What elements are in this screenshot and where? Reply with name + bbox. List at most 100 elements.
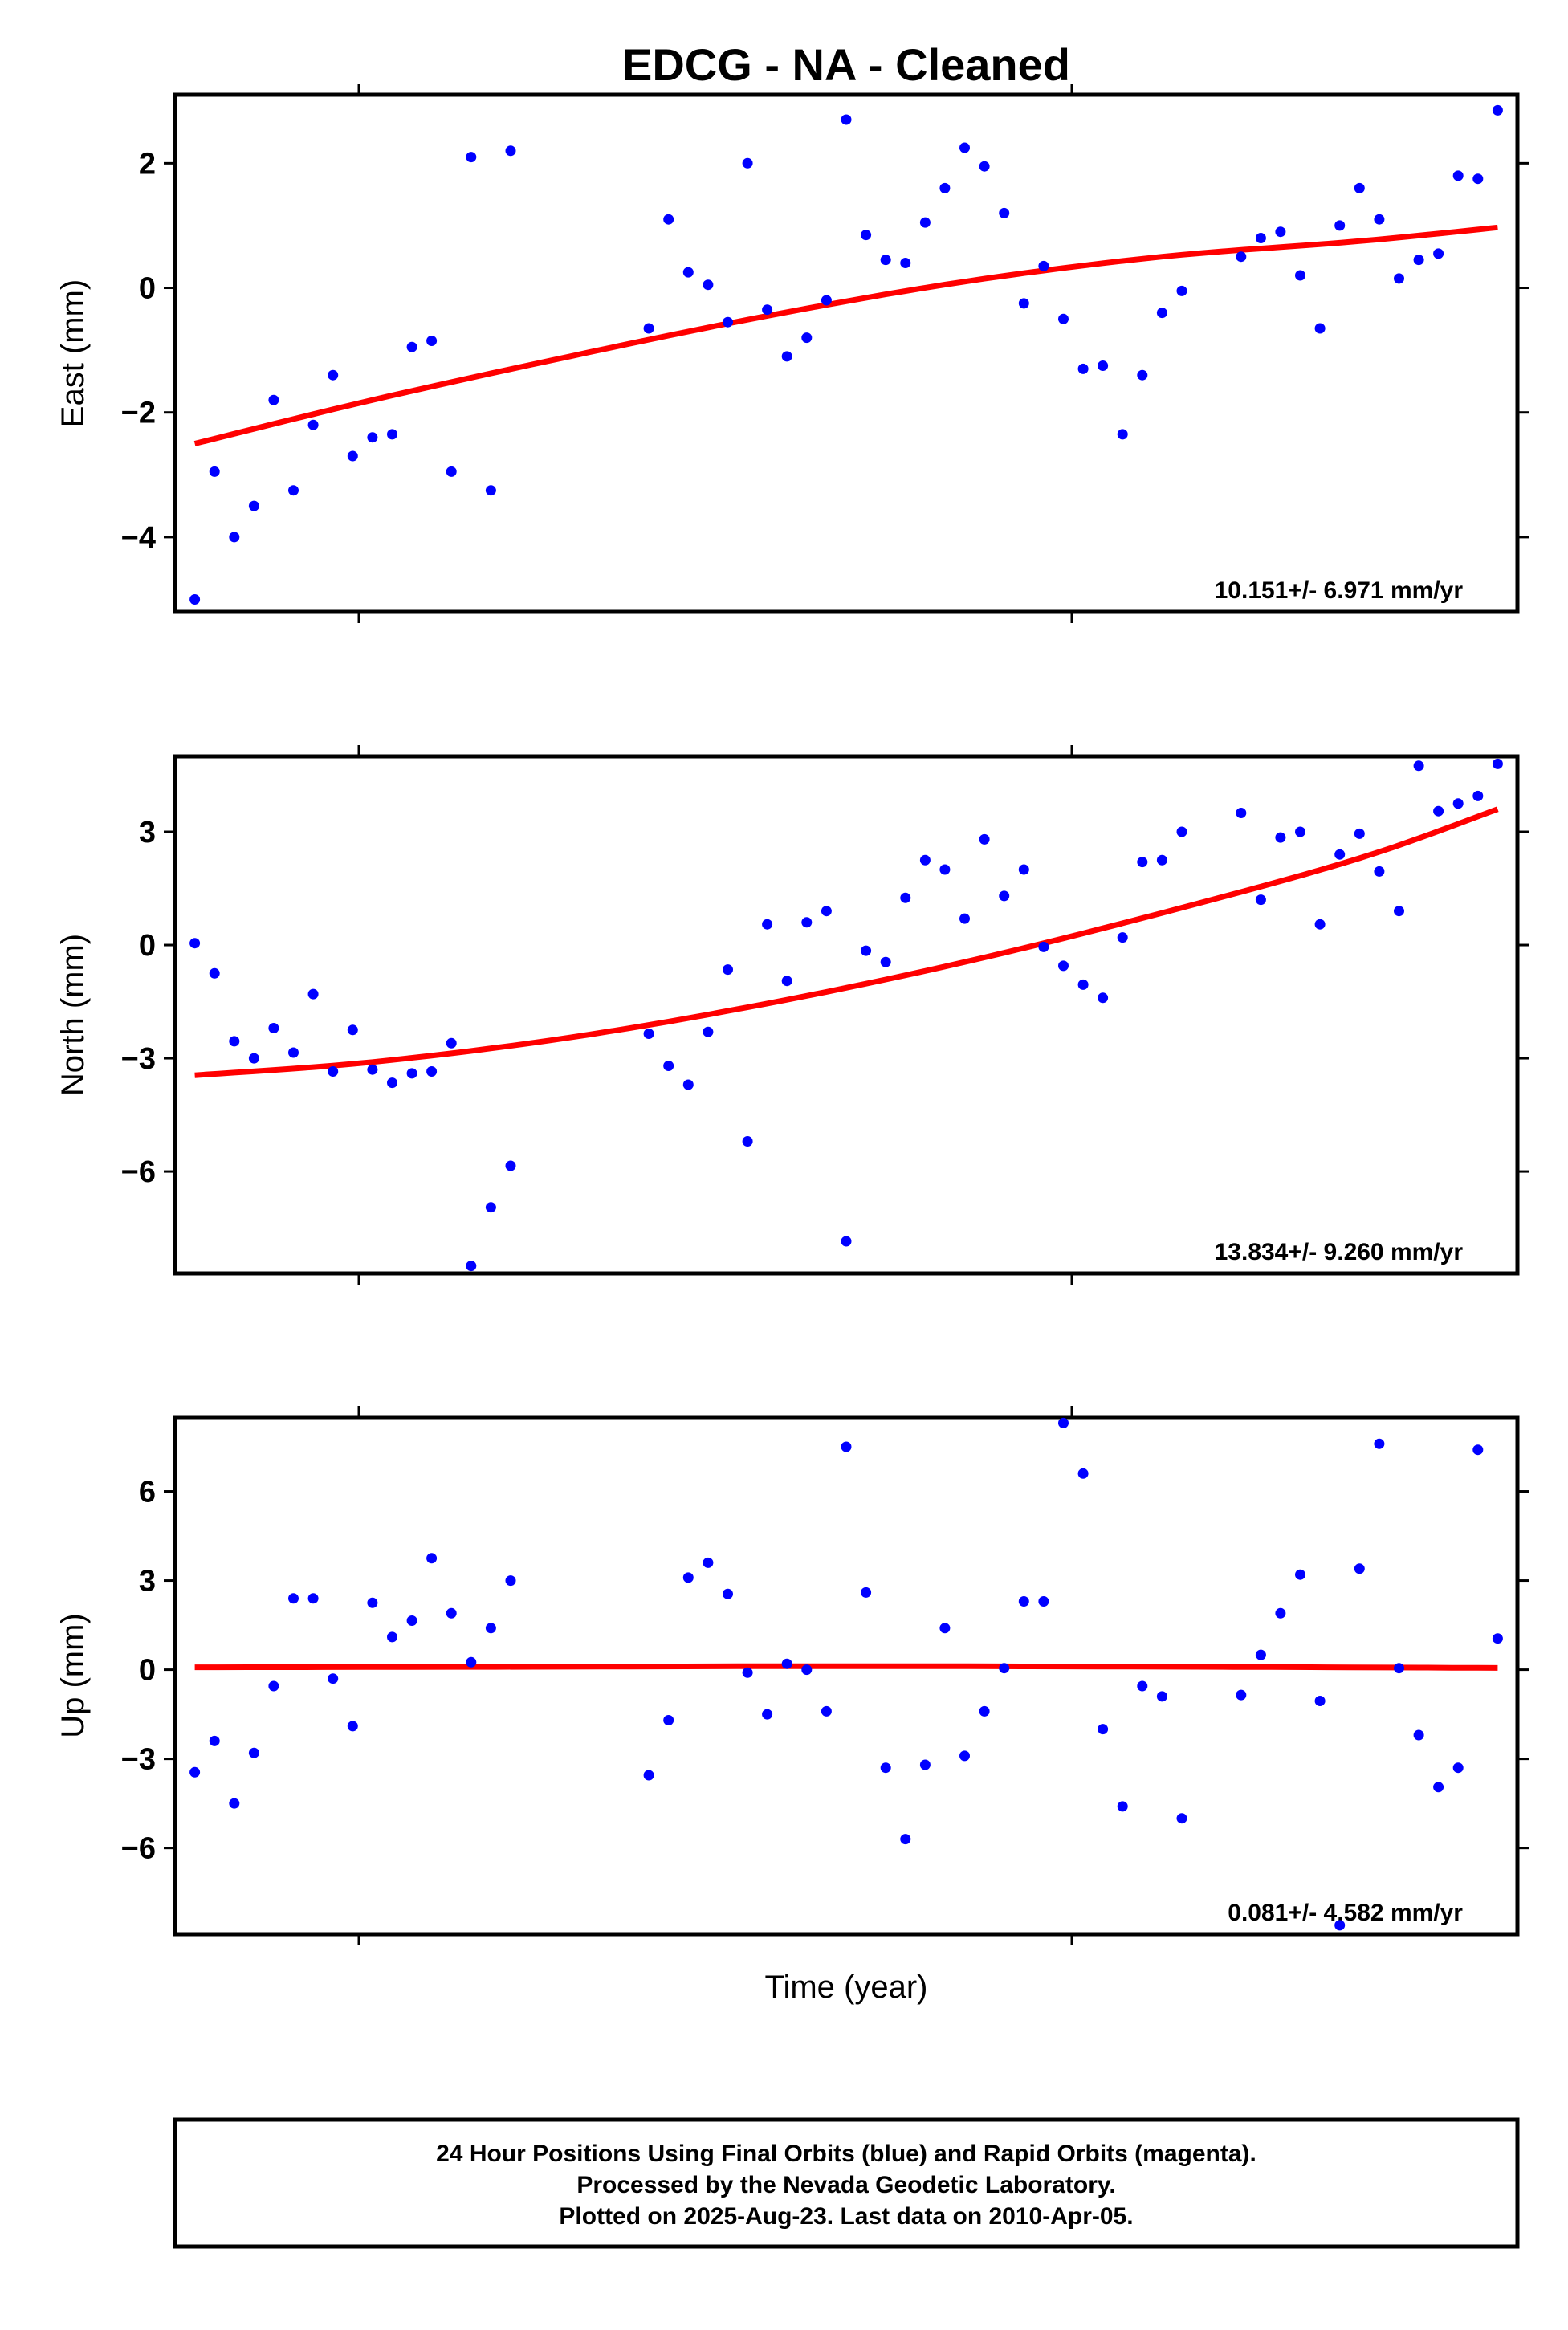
x-axis-label: Time (year)	[765, 1970, 928, 2005]
east-y-tick-label: −4	[121, 521, 156, 555]
north-data-point	[919, 854, 931, 866]
north-data-point	[663, 1061, 674, 1071]
up-fit-curve	[194, 1663, 1498, 1671]
east-data-point	[979, 161, 990, 172]
up-y-ticks: 6 3 0 −3 −6	[121, 1406, 1529, 1945]
up-y-tick-label: 3	[139, 1565, 156, 1599]
east-data-point	[801, 332, 813, 344]
east-data-point	[1413, 255, 1424, 266]
north-y-tick-label: 0	[139, 929, 156, 963]
east-data-point	[663, 214, 674, 225]
up-data-point	[821, 1705, 832, 1717]
up-data-points	[189, 1417, 1503, 1931]
north-data-point	[979, 833, 990, 845]
east-data-point	[1275, 226, 1286, 238]
north-data-point	[426, 1066, 438, 1077]
footer-box: 24 Hour Positions Using Final Orbits (bl…	[173, 2117, 1520, 2249]
east-data-point	[1314, 323, 1326, 334]
up-data-point	[1156, 1691, 1167, 1702]
east-data-point	[1117, 429, 1128, 440]
up-y-tick-label: −6	[121, 1832, 156, 1866]
east-data-point	[367, 432, 378, 443]
up-data-point	[505, 1575, 516, 1587]
east-data-point	[1137, 369, 1148, 381]
north-data-point	[781, 976, 792, 987]
north-data-point	[1275, 832, 1286, 843]
east-data-point	[861, 230, 872, 241]
east-y-tick-label: 2	[139, 147, 156, 181]
up-data-point	[1492, 1633, 1503, 1644]
east-data-point	[1394, 273, 1404, 284]
up-data-point	[1038, 1596, 1049, 1607]
up-data-point	[1176, 1813, 1187, 1824]
north-data-point	[682, 1079, 694, 1090]
up-data-point	[643, 1770, 654, 1781]
north-data-point	[485, 1202, 496, 1213]
north-data-point	[703, 1026, 714, 1037]
north-data-point	[841, 1236, 852, 1247]
north-data-point	[880, 956, 891, 967]
north-y-ticks: 3 0 −3 −6	[121, 745, 1529, 1285]
up-data-point	[1334, 1920, 1346, 1931]
east-data-point	[347, 450, 358, 462]
up-data-point	[1098, 1724, 1109, 1735]
up-fit-line	[194, 1663, 1498, 1671]
north-data-point	[367, 1064, 378, 1075]
east-data-point	[821, 295, 832, 306]
north-data-point	[1117, 932, 1128, 943]
north-data-point	[229, 1036, 240, 1047]
up-data-point	[307, 1593, 319, 1604]
up-data-point	[663, 1715, 674, 1725]
up-data-point	[1472, 1444, 1484, 1456]
east-data-point	[1058, 313, 1069, 324]
up-data-point	[742, 1667, 753, 1678]
up-data-point	[1018, 1596, 1029, 1607]
east-data-point	[1255, 233, 1266, 243]
up-panel-frame	[173, 1415, 1520, 1937]
north-data-point	[801, 917, 813, 928]
up-data-point	[1137, 1680, 1148, 1692]
east-data-point	[328, 369, 339, 381]
north-data-point	[1334, 849, 1346, 860]
up-data-point	[959, 1750, 970, 1762]
up-data-point	[485, 1623, 496, 1634]
footer-line-2: Processed by the Nevada Geodetic Laborat…	[576, 2172, 1115, 2198]
up-data-point	[189, 1766, 201, 1778]
east-data-point	[189, 594, 201, 605]
east-y-tick-label: 0	[139, 272, 156, 306]
up-data-point	[762, 1709, 773, 1720]
north-data-point	[189, 938, 201, 949]
east-data-point	[1354, 182, 1365, 193]
east-data-point	[1492, 104, 1503, 116]
east-data-point	[1098, 360, 1109, 371]
east-data-point	[643, 323, 654, 334]
north-data-point	[723, 964, 733, 976]
north-data-point	[1433, 805, 1444, 817]
up-data-point	[723, 1588, 733, 1599]
up-data-point	[347, 1721, 358, 1732]
up-rate-label: 0.081+/- 4.582 mm/yr	[1228, 1900, 1463, 1926]
up-data-point	[841, 1441, 852, 1452]
east-panel-frame	[173, 92, 1520, 614]
east-data-point	[1334, 220, 1346, 231]
east-data-point	[1038, 260, 1049, 271]
north-data-point	[268, 1023, 279, 1033]
east-data-point	[939, 182, 951, 193]
up-data-point	[268, 1680, 279, 1692]
east-data-point	[762, 304, 773, 316]
north-data-point	[505, 1160, 516, 1171]
up-data-point	[1354, 1563, 1365, 1574]
north-fit-curve	[194, 806, 1499, 1078]
up-data-point	[703, 1557, 714, 1568]
east-data-point	[900, 258, 911, 268]
up-data-point	[1452, 1762, 1464, 1774]
east-y-axis-label: East (mm)	[55, 279, 91, 427]
north-data-point	[1038, 941, 1049, 952]
north-fit-line	[194, 806, 1499, 1078]
east-data-point	[999, 207, 1010, 218]
up-data-point	[682, 1572, 694, 1583]
up-data-point	[999, 1663, 1010, 1674]
up-data-point	[1295, 1569, 1305, 1580]
up-data-point	[1433, 1782, 1444, 1793]
east-data-point	[959, 142, 970, 153]
